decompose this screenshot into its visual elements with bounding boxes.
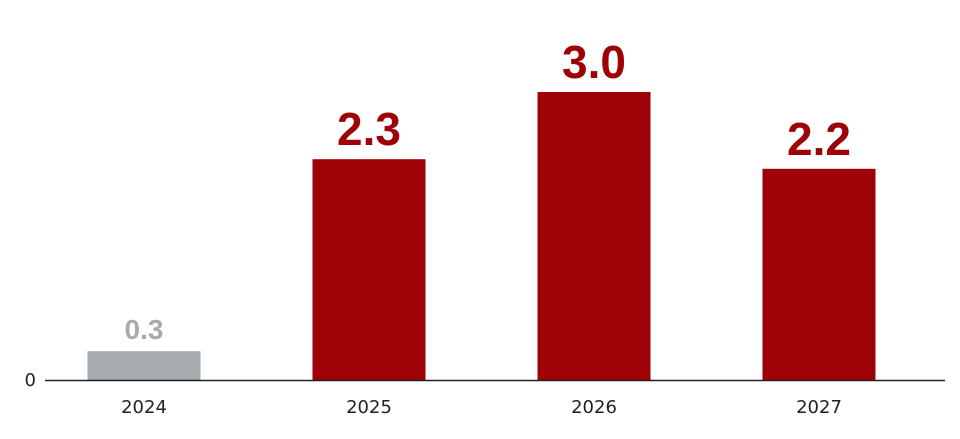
data-label-2027: 2.2	[787, 113, 851, 165]
data-label-2026: 3.0	[562, 36, 626, 88]
data-label-2025: 2.3	[337, 103, 401, 155]
data-label-2024: 0.3	[125, 314, 164, 345]
bars-group	[87, 92, 876, 380]
value-labels-group: 0.3 2.3 3.0 2.2	[125, 36, 851, 345]
bar-2026	[537, 92, 651, 380]
y-tick-labels-group: 0	[25, 370, 36, 391]
bar-2025	[312, 159, 426, 380]
x-tick-labels-group: 2024 2025 2026 2027	[121, 397, 842, 418]
x-tick-label-2026: 2026	[571, 397, 617, 418]
bar-2027	[762, 168, 876, 380]
bar-2024	[87, 351, 201, 380]
x-tick-label-2027: 2027	[796, 397, 842, 418]
x-tick-label-2024: 2024	[121, 397, 167, 418]
y-tick-label-0: 0	[25, 370, 36, 391]
x-tick-label-2025: 2025	[346, 397, 392, 418]
